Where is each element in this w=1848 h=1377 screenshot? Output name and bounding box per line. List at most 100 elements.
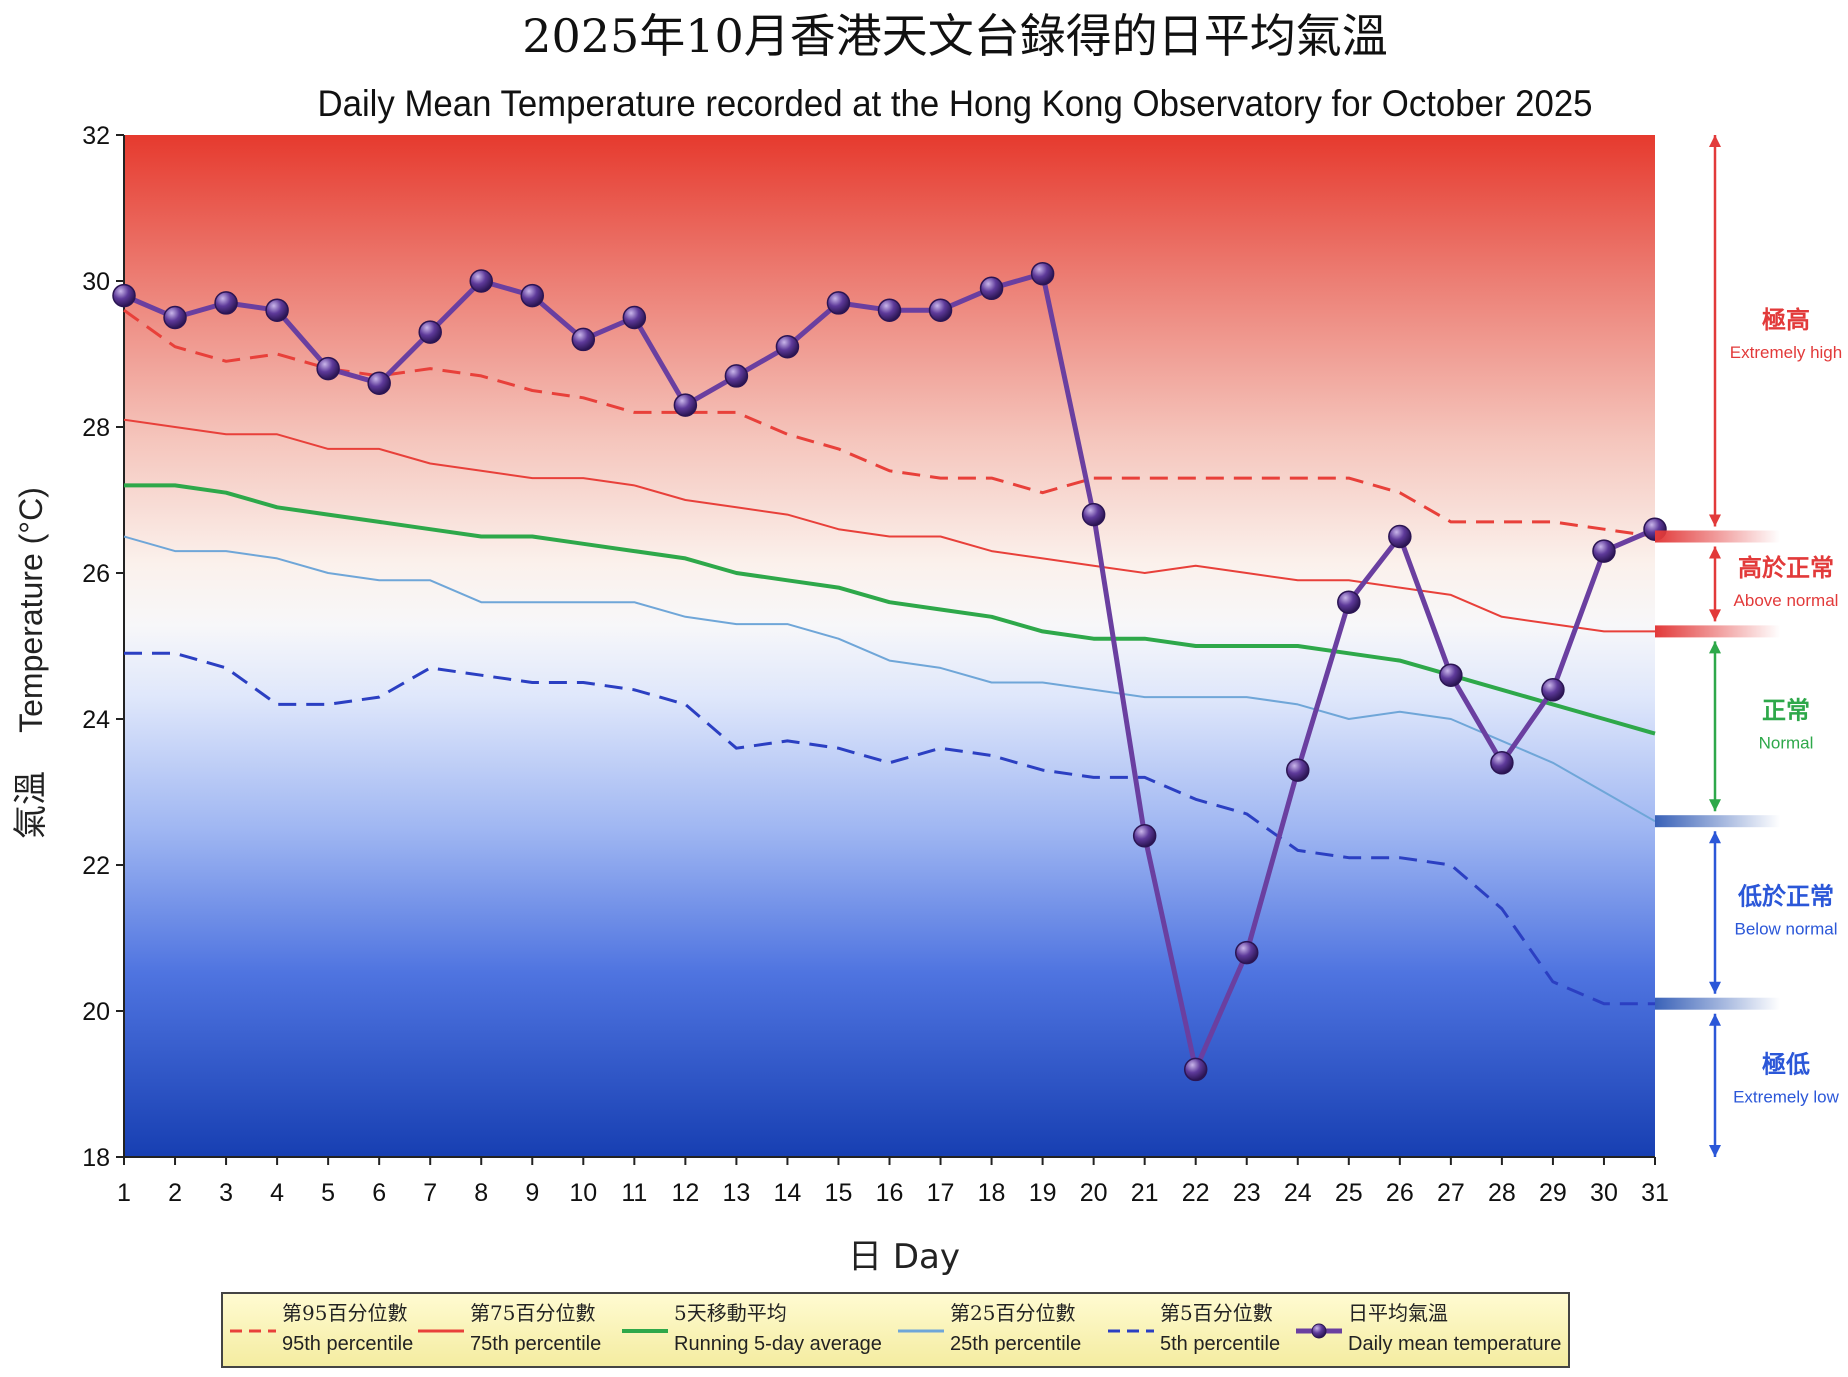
x-tick-label: 19 xyxy=(1029,1179,1057,1207)
legend-label-zh: 第75百分位數 xyxy=(470,1301,595,1325)
x-tick-label: 5 xyxy=(321,1179,335,1207)
x-tick-label: 27 xyxy=(1437,1179,1465,1207)
x-tick-label: 3 xyxy=(219,1179,233,1207)
x-tick-label: 28 xyxy=(1488,1179,1516,1207)
daily-point xyxy=(1081,502,1106,527)
daily-point xyxy=(1183,1057,1208,1082)
daily-point xyxy=(622,305,647,330)
y-tick-label: 26 xyxy=(82,560,110,588)
x-tick-label: 11 xyxy=(621,1179,647,1207)
y-tick-label: 30 xyxy=(82,268,110,296)
threshold-cap xyxy=(1655,815,1780,828)
daily-point xyxy=(979,276,1004,301)
arrow-head xyxy=(1709,514,1721,527)
y-tick-label: 22 xyxy=(82,852,110,880)
y-tick-label: 18 xyxy=(82,1144,110,1172)
y-axis-label-en: Temperature (°C) xyxy=(13,487,49,733)
category-label-en: Extremely high xyxy=(1730,343,1842,362)
daily-point xyxy=(520,283,545,308)
category-label-zh: 高於正常 xyxy=(1738,553,1834,582)
x-tick-label: 30 xyxy=(1590,1179,1618,1207)
x-tick-label: 12 xyxy=(671,1179,699,1207)
arrow-head xyxy=(1709,1145,1721,1157)
x-tick-label: 16 xyxy=(876,1179,904,1207)
series-line-p25 xyxy=(123,535,1656,823)
daily-point xyxy=(1541,678,1565,702)
daily-point xyxy=(1337,590,1361,614)
threshold-cap xyxy=(1655,530,1780,543)
daily-point xyxy=(367,371,391,395)
category-label-en: Extremely low xyxy=(1733,1087,1840,1106)
legend-label-en: 75th percentile xyxy=(470,1333,601,1355)
legend-label-zh: 第5百分位數 xyxy=(1160,1301,1273,1325)
x-tick-label: 24 xyxy=(1284,1179,1312,1207)
legend-label-en: Running 5-day average xyxy=(674,1333,882,1355)
x-tick-label: 17 xyxy=(927,1179,955,1207)
x-tick-label: 31 xyxy=(1641,1179,1669,1207)
threshold-cap xyxy=(1655,997,1780,1010)
daily-point xyxy=(1234,940,1259,965)
arrow-head xyxy=(1709,546,1721,559)
legend-label-zh: 日平均氣溫 xyxy=(1348,1301,1448,1325)
x-tick-label: 26 xyxy=(1386,1179,1414,1207)
legend-label-zh: 第25百分位數 xyxy=(950,1301,1075,1325)
category-label-zh: 正常 xyxy=(1762,695,1810,724)
y-tick-label: 20 xyxy=(82,998,110,1026)
daily-point xyxy=(1439,663,1463,687)
x-tick-label: 8 xyxy=(474,1179,488,1207)
daily-markers xyxy=(112,261,1667,1082)
x-tick-label: 9 xyxy=(525,1179,539,1207)
daily-point xyxy=(775,334,800,359)
legend-marker xyxy=(1311,1323,1327,1339)
y-tick-label: 32 xyxy=(82,122,110,150)
arrow-head xyxy=(1709,1013,1721,1026)
daily-point xyxy=(724,364,749,388)
series-line-p95 xyxy=(123,308,1656,538)
x-tick-label: 2 xyxy=(168,1179,182,1207)
daily-point xyxy=(214,291,238,315)
arrow-head xyxy=(1709,981,1721,994)
legend-label-zh: 5天移動平均 xyxy=(674,1301,787,1325)
chart-title-en: Daily Mean Temperature recorded at the H… xyxy=(318,83,1593,124)
daily-point xyxy=(163,305,187,330)
x-tick-label: 25 xyxy=(1335,1179,1363,1207)
arrow-head xyxy=(1709,609,1721,622)
legend-label-en: 95th percentile xyxy=(282,1333,413,1355)
series-line-p75 xyxy=(123,418,1655,633)
legend-label-en: 5th percentile xyxy=(1160,1333,1280,1355)
arrow-head xyxy=(1709,799,1721,812)
plot-background xyxy=(124,135,1655,1157)
x-tick-label: 4 xyxy=(270,1179,284,1207)
legend-label-en: 25th percentile xyxy=(950,1333,1081,1355)
x-tick-label: 1 xyxy=(117,1179,131,1207)
daily-point xyxy=(928,298,953,322)
x-tick-label: 7 xyxy=(423,1179,437,1207)
category-label-en: Below normal xyxy=(1735,919,1838,938)
y-axis-label-zh: 氣溫 xyxy=(11,771,51,839)
series-line-avg5 xyxy=(124,483,1656,736)
legend-label-en: Daily mean temperature xyxy=(1348,1333,1561,1355)
x-tick-label: 21 xyxy=(1131,1179,1159,1207)
daily-point xyxy=(571,327,596,352)
daily-point xyxy=(469,269,493,293)
x-tick-label: 13 xyxy=(722,1179,750,1207)
series-line-p5 xyxy=(124,651,1655,1006)
daily-point xyxy=(265,298,289,322)
x-tick-label: 18 xyxy=(978,1179,1006,1207)
x-tick-label: 29 xyxy=(1539,1179,1567,1207)
category-label-en: Normal xyxy=(1759,733,1814,752)
daily-point xyxy=(673,393,698,417)
category-panel: 極高 Extremely high 高於正常 Above normal 正常 Normal… xyxy=(1655,135,1842,1157)
daily-point xyxy=(1490,751,1514,775)
x-tick-label: 14 xyxy=(774,1179,802,1207)
daily-point xyxy=(1132,824,1157,848)
y-tick-label: 28 xyxy=(82,414,110,442)
x-tick-label: 15 xyxy=(825,1179,853,1207)
chart-title-zh: 2025年10月香港天文台錄得的日平均氣溫 xyxy=(522,9,1388,63)
y-axis-label: 氣溫 Temperature (°C) xyxy=(11,487,51,839)
x-axis-label: 日 Day xyxy=(848,1237,960,1277)
daily-point xyxy=(1388,524,1412,549)
daily-point xyxy=(418,320,442,344)
daily-point xyxy=(1592,539,1616,563)
